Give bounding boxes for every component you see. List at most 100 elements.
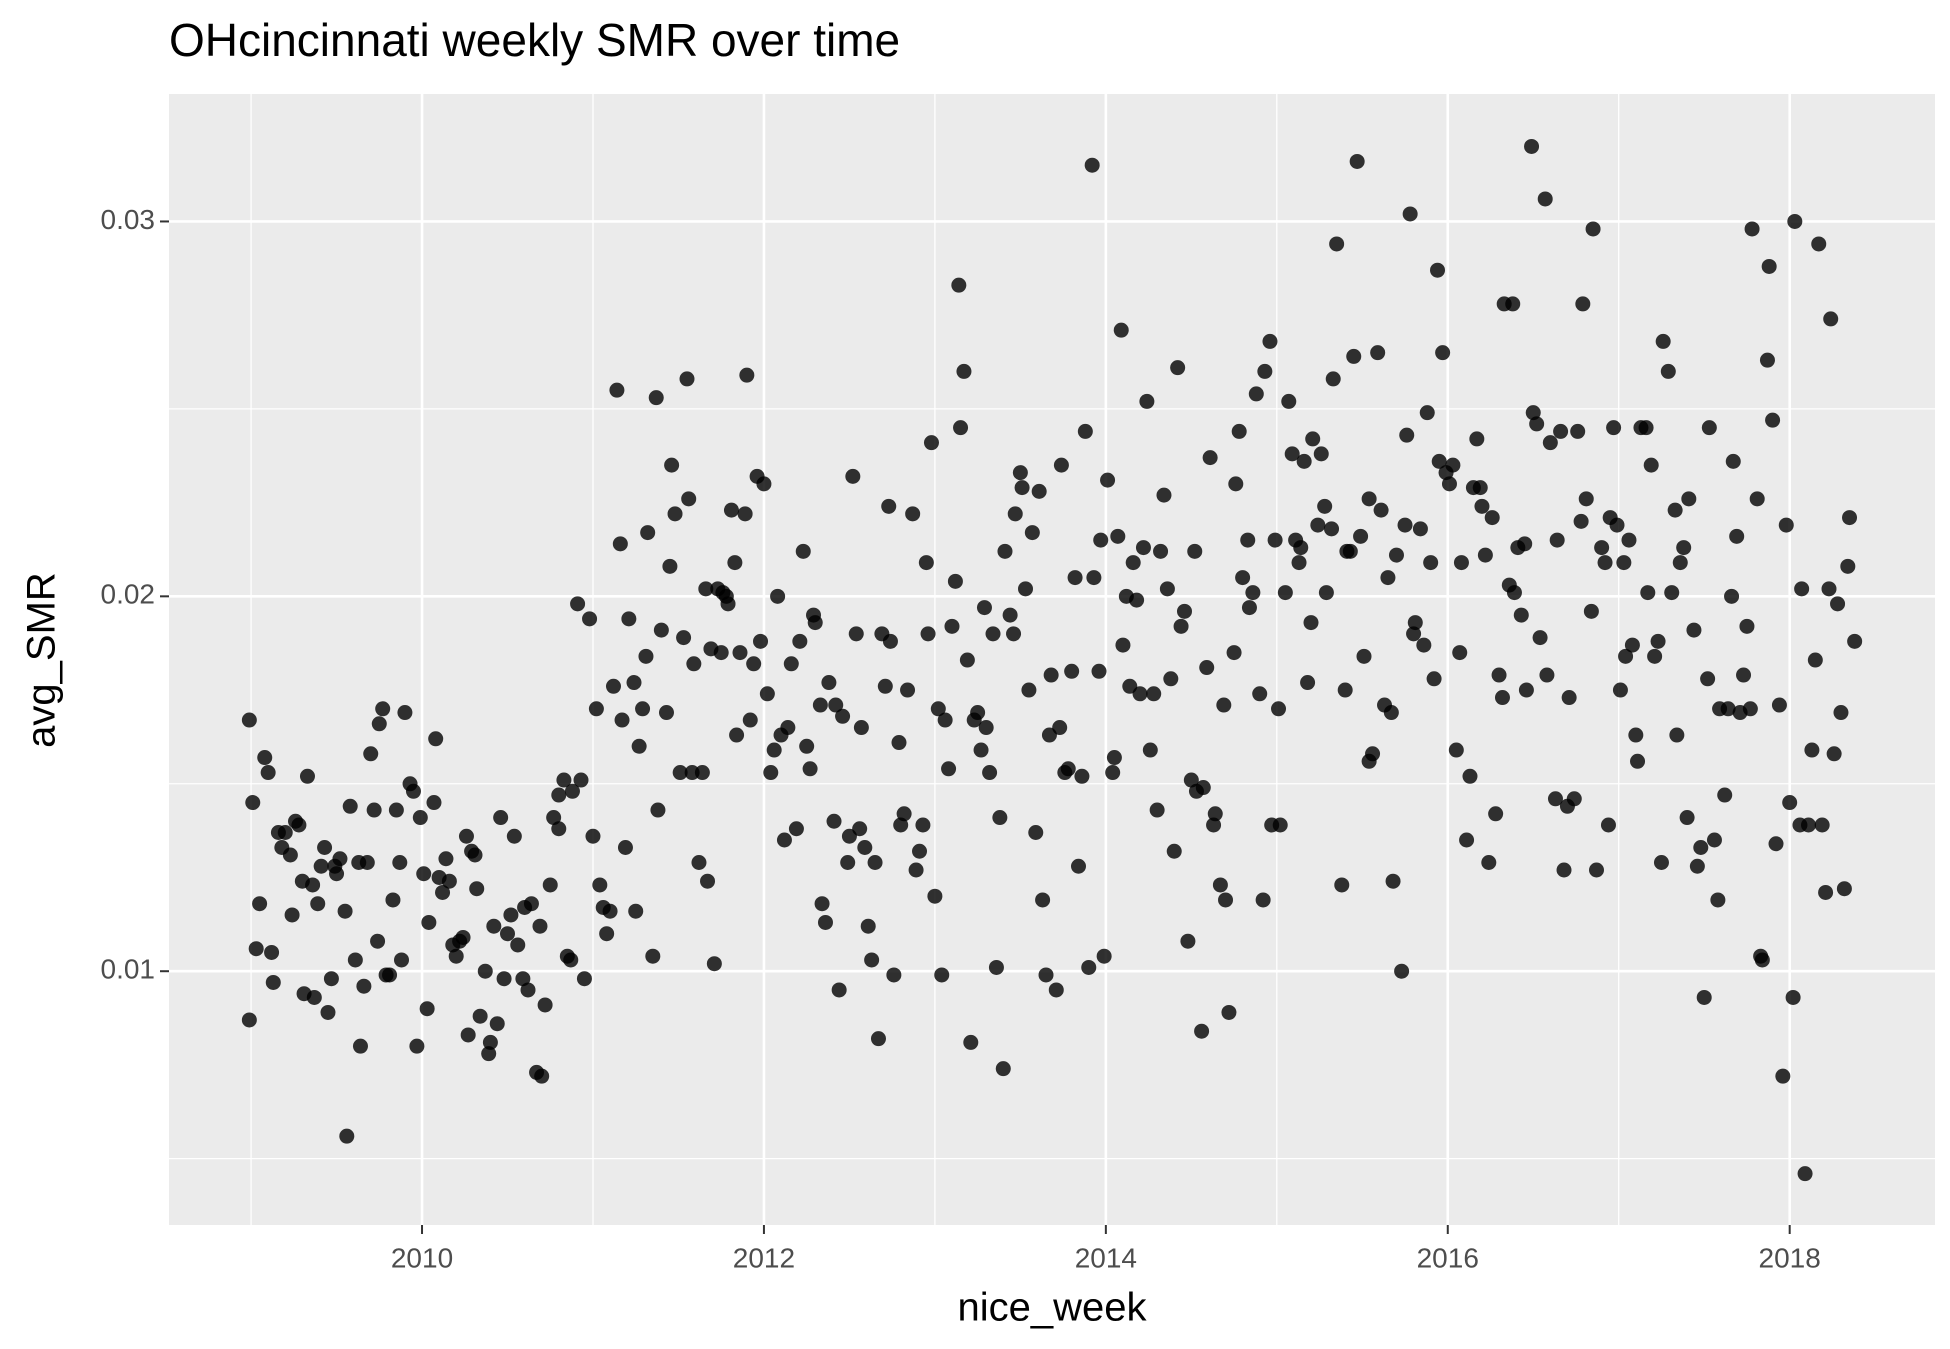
point [1650, 633, 1666, 649]
point [1031, 483, 1047, 499]
point [1156, 487, 1172, 503]
point [1173, 618, 1189, 634]
point [713, 645, 729, 661]
point [1488, 806, 1504, 822]
point [510, 937, 526, 953]
point [347, 952, 363, 968]
point [1739, 618, 1755, 634]
point [923, 435, 939, 451]
point [264, 944, 280, 960]
point [460, 1027, 476, 1043]
point [472, 1008, 488, 1024]
point [1255, 892, 1271, 908]
point [788, 821, 804, 837]
point [1759, 352, 1775, 368]
point [1491, 667, 1507, 683]
point [864, 952, 880, 968]
point [317, 840, 333, 856]
point [1775, 1068, 1791, 1084]
point [1452, 645, 1468, 661]
point [807, 615, 823, 631]
point [766, 742, 782, 758]
point [1252, 686, 1268, 702]
point [1021, 682, 1037, 698]
point [486, 918, 502, 934]
point [614, 712, 630, 728]
point [1106, 750, 1122, 766]
point [667, 506, 683, 522]
point [363, 746, 379, 762]
point [1513, 607, 1529, 623]
point [1195, 780, 1211, 796]
point [1007, 506, 1023, 522]
point [1014, 480, 1030, 496]
point [467, 847, 483, 863]
point [241, 1012, 257, 1028]
point [1199, 660, 1215, 676]
point [1139, 393, 1155, 409]
point [265, 974, 281, 990]
point [455, 929, 471, 945]
point [937, 712, 953, 728]
point [310, 896, 326, 912]
point [770, 588, 786, 604]
point [499, 926, 515, 942]
point [959, 652, 975, 668]
point [1303, 615, 1319, 631]
point [1146, 686, 1162, 702]
point [676, 630, 692, 646]
point [397, 705, 413, 721]
point [1091, 663, 1107, 679]
point [1609, 517, 1625, 533]
point [1277, 585, 1293, 601]
point [1216, 697, 1232, 713]
point [1814, 817, 1830, 833]
point [277, 825, 293, 841]
point [563, 952, 579, 968]
point [405, 783, 421, 799]
point [1038, 967, 1054, 983]
point [835, 708, 851, 724]
point [1074, 768, 1090, 784]
point [828, 697, 844, 713]
point [860, 918, 876, 934]
point [941, 761, 957, 777]
x-tick-label: 2012 [733, 1242, 795, 1273]
point [1761, 258, 1777, 274]
point [635, 701, 651, 717]
point [988, 959, 1004, 975]
point [1353, 528, 1369, 544]
point [248, 941, 264, 957]
point [1589, 862, 1605, 878]
point [409, 1038, 425, 1054]
point [1618, 648, 1634, 664]
point [1241, 600, 1257, 616]
point [1794, 581, 1810, 597]
point [973, 742, 989, 758]
point [1245, 585, 1261, 601]
point [1284, 446, 1300, 462]
point [841, 828, 857, 844]
point [1262, 333, 1278, 349]
point [626, 675, 642, 691]
point [1549, 532, 1565, 548]
point [496, 971, 512, 987]
point [1325, 371, 1341, 387]
point [1115, 637, 1131, 653]
point [1640, 585, 1656, 601]
point [299, 768, 315, 784]
point [1720, 701, 1736, 717]
point [1122, 678, 1138, 694]
point [982, 765, 998, 781]
point [1710, 892, 1726, 908]
point [1529, 416, 1545, 432]
point [826, 813, 842, 829]
point [1024, 525, 1040, 541]
point [1006, 626, 1022, 642]
point [867, 854, 883, 870]
point [1407, 615, 1423, 631]
point [370, 933, 386, 949]
point [729, 727, 745, 743]
point [366, 802, 382, 818]
point [1597, 555, 1613, 571]
